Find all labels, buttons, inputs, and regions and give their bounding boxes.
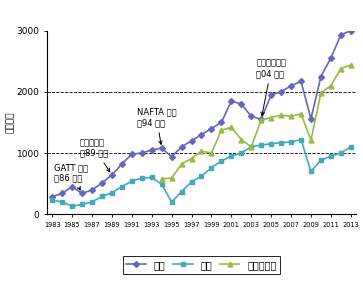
Text: 新自動車令
（89 年）: 新自動車令 （89 年） xyxy=(80,138,110,172)
Text: NAFTA 加盟
（94 年）: NAFTA 加盟 （94 年） xyxy=(137,108,176,144)
Legend: 生産, 販売, 輸出用生産: 生産, 販売, 輸出用生産 xyxy=(123,256,280,274)
Text: GATT 加盟
（86 年）: GATT 加盟 （86 年） xyxy=(54,163,88,190)
Y-axis label: （千台）: （千台） xyxy=(6,112,15,133)
Text: 国産化率０％
（04 年）: 国産化率０％ （04 年） xyxy=(256,59,286,116)
